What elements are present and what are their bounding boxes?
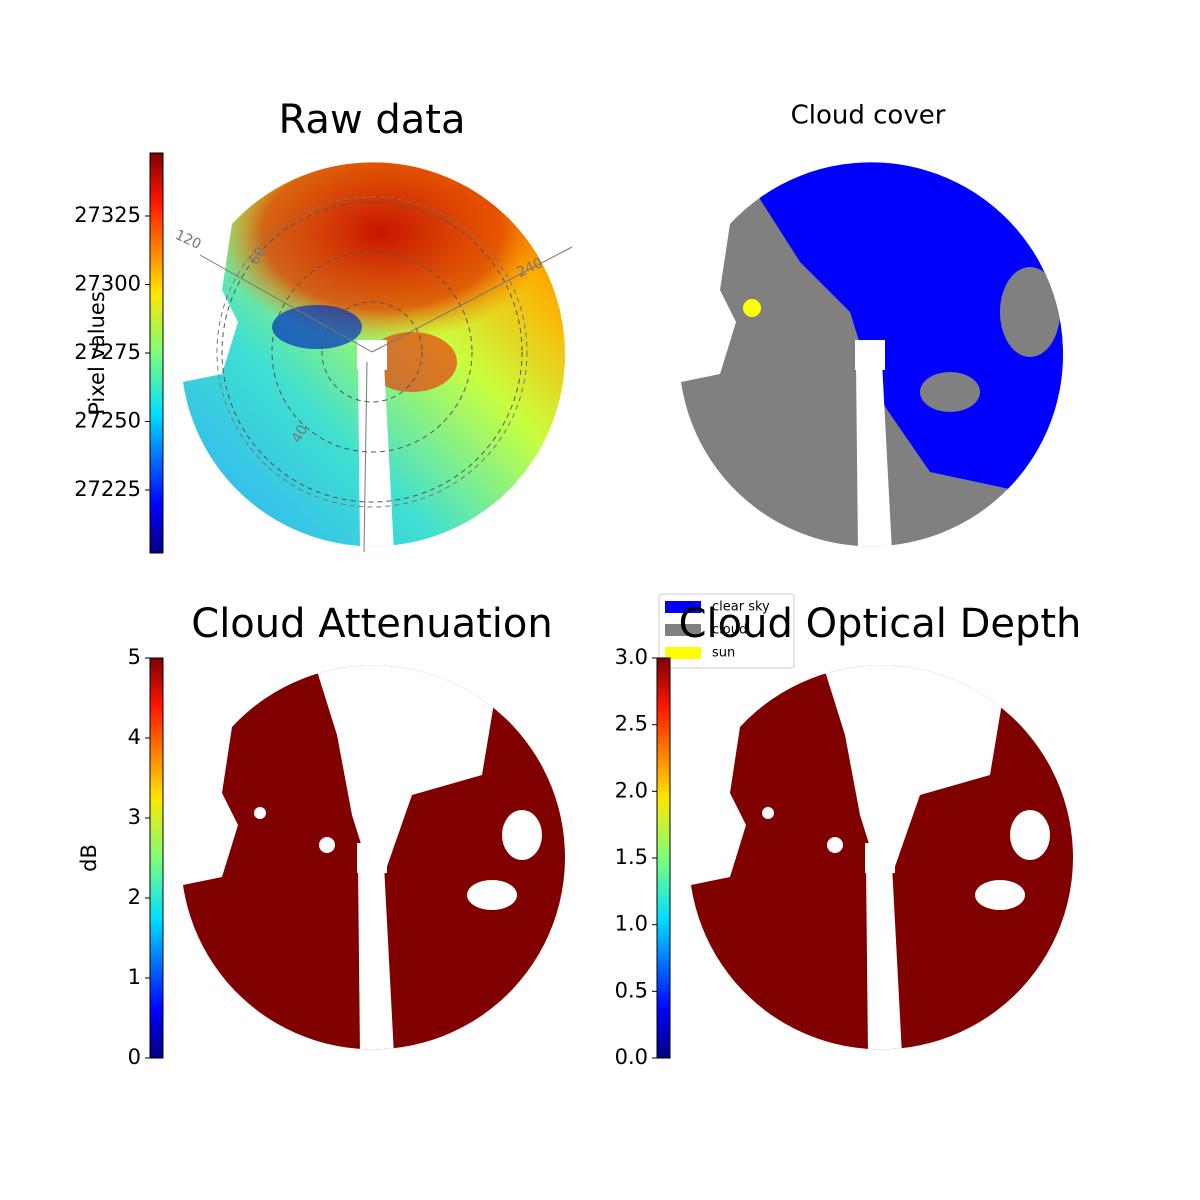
- clear-area: [730, 162, 1063, 502]
- clear-patch: [467, 880, 517, 910]
- colorbar-tick-label: 2.5: [615, 712, 648, 736]
- mask-arm: [856, 362, 892, 547]
- sky-image: [681, 162, 1063, 547]
- clear-patch: [1010, 810, 1050, 860]
- clear-area: [820, 665, 1010, 895]
- clear-patch: [502, 810, 542, 860]
- sky-image: [183, 162, 565, 547]
- colorbar-tick-label: 27300: [74, 272, 141, 296]
- clear-patch: [975, 880, 1025, 910]
- mask-arm: [866, 865, 902, 1050]
- legend-label: sun: [712, 646, 735, 661]
- legend-label: cloud: [712, 623, 747, 638]
- polar-line: [363, 361, 368, 553]
- sky-image: [183, 665, 565, 1050]
- colorbar-tick-label: 3.0: [615, 645, 648, 669]
- cloud-patch: [920, 372, 980, 412]
- polar-ring: [216, 196, 528, 508]
- colorbar: [149, 657, 164, 1059]
- colorbar-tick-label: 27275: [74, 340, 141, 364]
- colorbar-tick-label: 5: [128, 645, 141, 669]
- polar-label: 60: [247, 244, 270, 267]
- colorbar-label: dB: [77, 844, 101, 872]
- colorbar-tick-label: 0.0: [615, 1045, 648, 1069]
- legend-label: clear sky: [712, 600, 770, 615]
- colorbar-tick-label: 3: [128, 805, 141, 829]
- polar-ring: [321, 301, 423, 403]
- polar-label: 40: [289, 422, 312, 445]
- colorbar: [149, 152, 164, 554]
- clear-patch: [319, 837, 335, 853]
- colorbar-tick-label: 1.5: [615, 845, 648, 869]
- image-warm: [367, 332, 457, 392]
- colorbar: [656, 657, 671, 1059]
- legend-swatch: [665, 647, 701, 659]
- colorbar-tick-label: 1: [128, 965, 141, 989]
- clear-patch: [762, 807, 774, 819]
- chart-title: Cloud cover: [791, 101, 946, 131]
- sky-image: [691, 665, 1073, 1050]
- chart-title: Cloud Optical Depth: [679, 601, 1082, 647]
- mask-arm: [358, 865, 394, 1050]
- colorbar-tick-label: 2: [128, 885, 141, 909]
- legend-swatch: [665, 601, 701, 613]
- colorbar-tick-label: 0.5: [615, 978, 648, 1002]
- colorbar-tick-label: 27325: [74, 203, 141, 227]
- image-warm: [212, 162, 552, 342]
- polar-ring: [221, 201, 523, 503]
- colorbar-label: Pixel values: [85, 291, 109, 415]
- clear-area: [312, 665, 502, 895]
- clear-patch: [827, 837, 843, 853]
- chart-title: Cloud Attenuation: [191, 601, 552, 647]
- chart-title: Raw data: [279, 97, 466, 143]
- colorbar-tick-label: 27250: [74, 408, 141, 432]
- polar-ring: [271, 251, 473, 453]
- polar-line: [199, 254, 373, 353]
- cloud-patch: [1000, 267, 1060, 357]
- sun: [743, 299, 761, 317]
- colorbar-tick-label: 0: [128, 1045, 141, 1069]
- image-cold: [272, 305, 362, 349]
- colorbar-tick-label: 2.0: [615, 778, 648, 802]
- colorbar-tick-label: 27225: [74, 477, 141, 501]
- polar-line: [371, 246, 573, 353]
- legend-swatch: [665, 624, 701, 636]
- colorbar-tick-label: 4: [128, 725, 141, 749]
- clear-patch: [254, 807, 266, 819]
- colorbar-tick-label: 1.0: [615, 912, 648, 936]
- polar-label: 120: [173, 227, 204, 253]
- mask-arm: [358, 362, 394, 547]
